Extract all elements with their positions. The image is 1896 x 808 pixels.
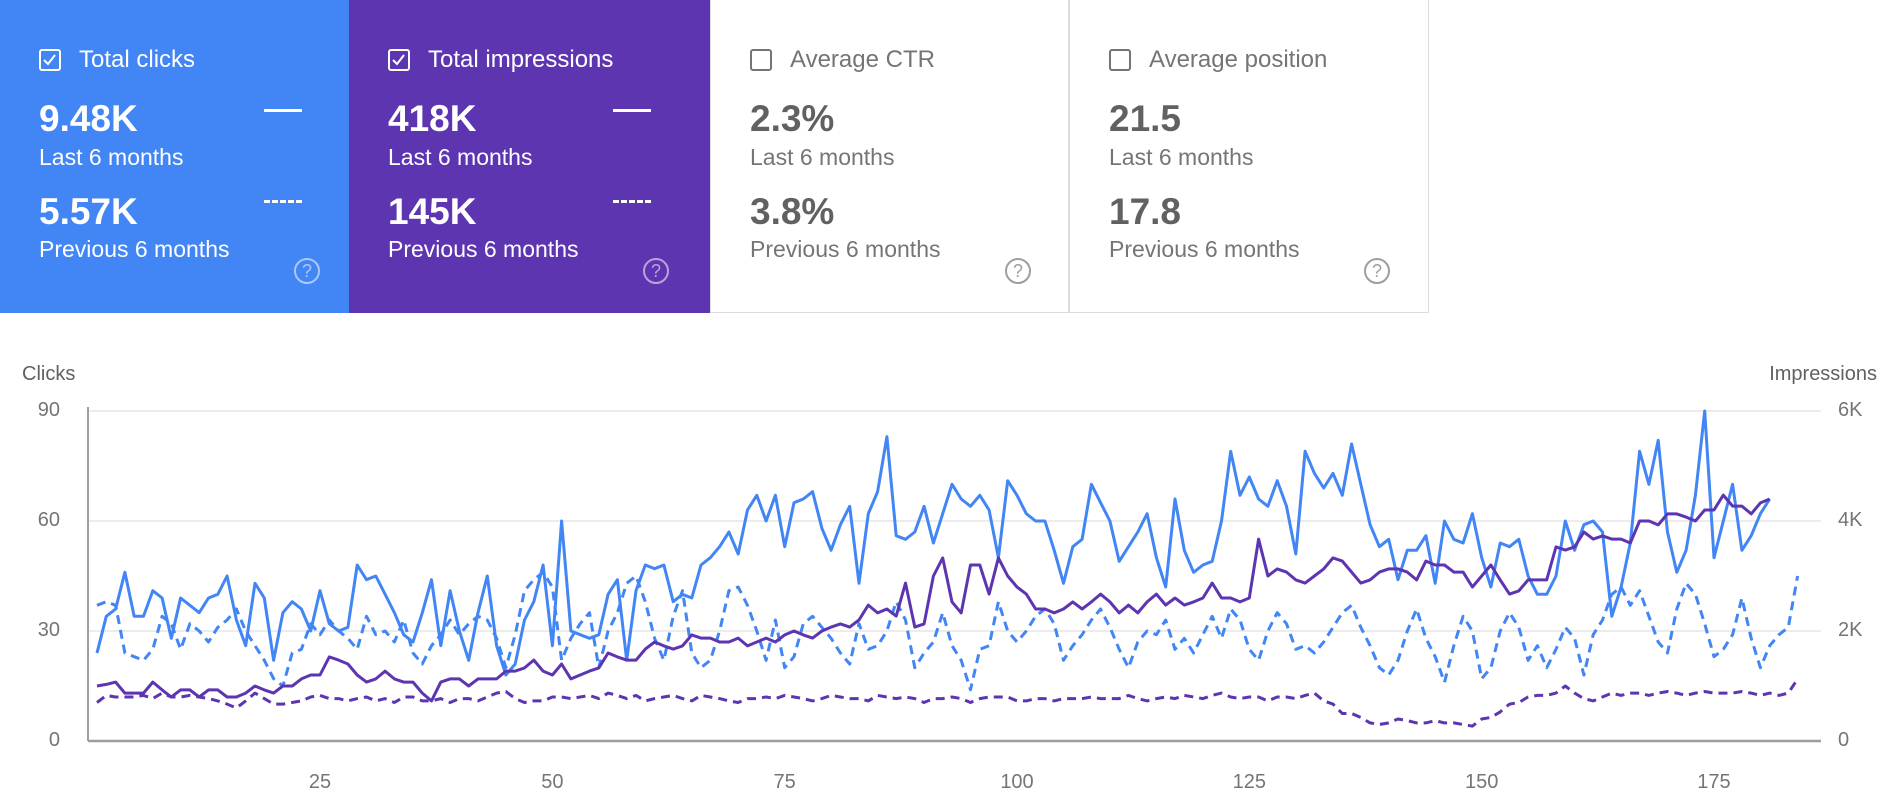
x-tick-label: 25: [308, 771, 332, 793]
card-title: Average position: [1149, 46, 1328, 73]
right-tick-label: 0: [1838, 729, 1850, 751]
card-title: Total clicks: [79, 46, 196, 73]
x-tick-label: 150: [1464, 771, 1499, 793]
right-tick-label: 2K: [1838, 619, 1863, 641]
card-prev-value: 145K: [388, 191, 477, 232]
card-value: 9.48K: [39, 98, 138, 139]
left-tick-label: 90: [37, 399, 60, 421]
card-value: 2.3%: [750, 98, 835, 139]
checkbox-unchecked-icon[interactable]: [1109, 49, 1131, 71]
card-value: 21.5: [1109, 98, 1182, 139]
left-tick-label: 30: [37, 619, 60, 641]
metric-card-average-ctr[interactable]: Average CTR 2.3% Last 6 months 3.8% Prev…: [710, 0, 1069, 313]
card-prev-value: 5.57K: [39, 191, 138, 232]
checkbox-unchecked-icon[interactable]: [750, 49, 772, 71]
metric-card-total-clicks[interactable]: Total clicks 9.48K Last 6 months 5.57K P…: [0, 0, 349, 313]
left-axis-label: Clicks: [22, 363, 76, 385]
solid-line-legend-icon: [264, 109, 302, 112]
solid-line-legend-icon: [613, 109, 651, 112]
card-period: Last 6 months: [1109, 144, 1254, 170]
card-period: Last 6 months: [750, 144, 895, 170]
help-icon[interactable]: ?: [294, 258, 320, 284]
impressions-current-line: [96, 493, 1771, 703]
card-value: 418K: [388, 98, 477, 139]
card-prev-value: 3.8%: [750, 191, 835, 232]
card-prev-period: Previous 6 months: [39, 236, 230, 262]
left-tick-label: 60: [37, 509, 60, 531]
impressions-previous-line: [96, 678, 1799, 728]
card-prev-period: Previous 6 months: [1109, 236, 1300, 262]
x-tick-label: 125: [1232, 771, 1267, 793]
metric-card-total-impressions[interactable]: Total impressions 418K Last 6 months 145…: [349, 0, 710, 313]
dashed-line-legend-icon: [613, 200, 651, 203]
card-prev-value: 17.8: [1109, 191, 1182, 232]
right-tick-label: 4K: [1838, 509, 1863, 531]
checkbox-checked-icon[interactable]: [388, 49, 410, 71]
dashed-line-legend-icon: [264, 200, 302, 203]
clicks-current-line: [95, 409, 1771, 677]
metric-card-average-position[interactable]: Average position 21.5 Last 6 months 17.8…: [1069, 0, 1429, 313]
checkbox-checked-icon[interactable]: [39, 49, 61, 71]
help-icon[interactable]: ?: [643, 258, 669, 284]
right-tick-label: 6K: [1838, 399, 1863, 421]
left-tick-label: 0: [48, 729, 60, 751]
clicks-previous-line: [96, 570, 1800, 692]
card-title: Average CTR: [790, 46, 935, 73]
card-period: Last 6 months: [39, 144, 184, 170]
x-tick-label: 175: [1697, 771, 1731, 793]
card-period: Last 6 months: [388, 144, 533, 170]
card-title: Total impressions: [428, 46, 614, 73]
x-tick-label: 50: [541, 771, 564, 793]
card-prev-period: Previous 6 months: [388, 236, 579, 262]
help-icon[interactable]: ?: [1005, 258, 1031, 284]
right-axis-label: Impressions: [1769, 363, 1877, 385]
card-prev-period: Previous 6 months: [750, 236, 941, 262]
help-icon[interactable]: ?: [1364, 258, 1390, 284]
x-tick-label: 100: [1000, 771, 1034, 793]
x-tick-label: 75: [773, 771, 796, 793]
